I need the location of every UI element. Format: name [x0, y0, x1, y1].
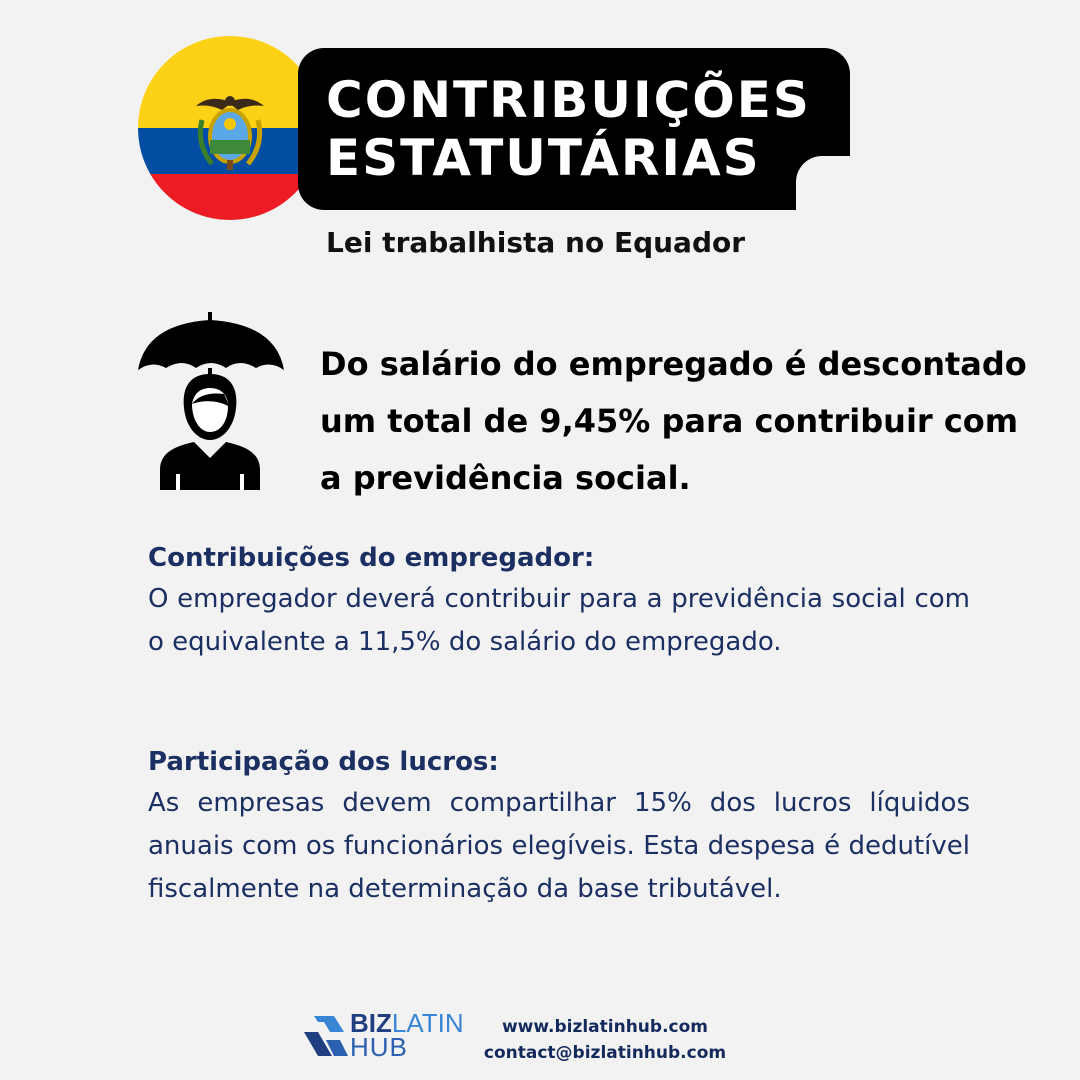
profit-sharing-section: Participação dos lucros: As empresas dev…	[148, 742, 970, 911]
page-title-line-2: ESTATUTÁRIAS	[326, 129, 761, 187]
employer-contributions-section: Contribuições do empregador: O empregado…	[148, 538, 970, 664]
brand-wordmark: BIZLATIN HUB	[350, 1010, 464, 1062]
section-body: As empresas devem compartilhar 15% dos l…	[148, 788, 970, 904]
contact-info: www.bizlatinhub.com contact@bizlatinhub.…	[480, 1014, 730, 1066]
email-link[interactable]: contact@bizlatinhub.com	[483, 1043, 727, 1063]
ecuador-flag-icon	[138, 36, 322, 220]
lead-statement: Do salário do empregado é descontado um …	[320, 345, 1027, 497]
website-link[interactable]: www.bizlatinhub.com	[501, 1017, 709, 1037]
title-banner-notch	[796, 156, 856, 216]
brand-latin: LATIN	[391, 1008, 464, 1038]
title-banner	[298, 48, 850, 210]
umbrella-person-icon	[136, 312, 286, 492]
section-heading: Contribuições do empregador:	[148, 543, 595, 573]
brand-biz: BIZ	[350, 1008, 392, 1038]
page-title-line-1: CONTRIBUIÇÕES	[326, 71, 811, 129]
page-subtitle: Lei trabalhista no Equador	[326, 226, 746, 259]
section-body: O empregador deverá contribuir para a pr…	[148, 584, 970, 657]
brand-hub: HUB	[350, 1032, 408, 1062]
section-heading: Participação dos lucros:	[148, 747, 499, 777]
bizlatinhub-logo-icon	[300, 1012, 352, 1064]
